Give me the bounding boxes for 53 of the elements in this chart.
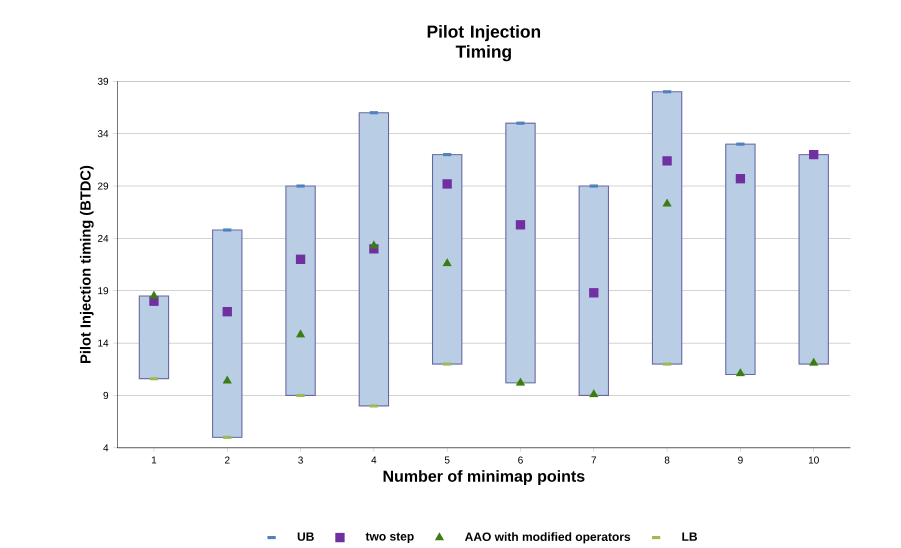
x-tick-label: 3 <box>298 456 303 464</box>
x-axis-title: Number of minimap points <box>384 470 584 485</box>
point <box>370 240 378 248</box>
legend-label: LB <box>682 532 697 541</box>
point <box>516 220 526 230</box>
bar <box>358 112 390 406</box>
y-tick-label: 9 <box>103 392 108 399</box>
bar <box>505 122 536 384</box>
point <box>662 198 672 206</box>
point <box>589 288 598 298</box>
point <box>516 378 525 386</box>
point <box>809 358 818 366</box>
x-tick-label: 4 <box>371 456 376 464</box>
point <box>589 389 598 397</box>
point <box>809 150 818 160</box>
x-tick-label: 6 <box>518 456 523 464</box>
y-tick-label: 24 <box>98 234 108 242</box>
y-tick-label: 4 <box>103 444 108 452</box>
point <box>736 174 746 184</box>
point <box>150 290 158 299</box>
point <box>662 156 672 166</box>
bar <box>138 295 170 380</box>
bar <box>652 91 682 364</box>
x-tick-label: 9 <box>738 456 743 464</box>
point <box>442 258 452 266</box>
x-tick-label: 8 <box>664 456 670 464</box>
point <box>222 376 232 384</box>
y-tick-label: 29 <box>98 182 108 190</box>
bar <box>285 185 316 396</box>
legend-label: two step <box>366 532 414 543</box>
legend-label: UB <box>298 532 314 541</box>
bar <box>212 229 242 438</box>
y-tick-label: 39 <box>98 78 108 85</box>
point <box>442 179 452 188</box>
y-tick-label: 34 <box>98 130 108 138</box>
point <box>296 330 305 338</box>
y-axis-title: Pilot Injection timing (BTDC) <box>80 166 94 363</box>
y-tick-label: 14 <box>98 340 108 346</box>
bar <box>432 154 462 364</box>
bar <box>578 185 609 396</box>
bar <box>798 154 829 364</box>
x-tick-label: 5 <box>444 456 450 464</box>
legend-label: AAO with modified operators <box>464 532 630 544</box>
x-tick-label: 7 <box>592 456 596 464</box>
x-tick-label: 2 <box>224 456 230 464</box>
chart-title: Pilot Injection Timing <box>428 24 540 62</box>
y-tick-label: 19 <box>98 287 108 294</box>
x-tick-label: 1 <box>152 456 156 464</box>
point <box>736 368 745 376</box>
point <box>296 254 306 264</box>
point <box>222 306 232 316</box>
bar <box>725 143 756 375</box>
x-tick-label: 10 <box>808 456 819 464</box>
